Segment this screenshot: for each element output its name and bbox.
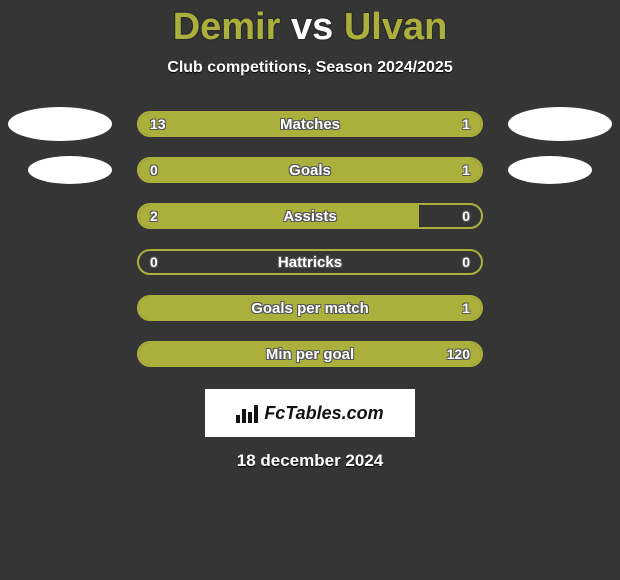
player-left-avatar (28, 156, 112, 184)
stat-row: Hattricks0 0 (0, 239, 620, 285)
stat-bar: Goals (137, 157, 483, 183)
stat-value-right: 1 (462, 162, 470, 178)
bar-chart-icon (236, 403, 258, 423)
stat-value-left: 13 (150, 116, 166, 132)
stat-label: Min per goal (139, 343, 481, 365)
stat-bar: Hattricks (137, 249, 483, 275)
vs-separator: vs (291, 6, 333, 48)
stat-value-right: 0 (462, 254, 470, 270)
source-logo: FcTables.com (205, 389, 415, 437)
stat-row: Assists2 0 (0, 193, 620, 239)
logo-text: FcTables.com (264, 403, 383, 424)
player-right-avatar (508, 156, 592, 184)
player-right-avatar (508, 107, 612, 141)
player-left-avatar (8, 107, 112, 141)
stat-rows: Matches131Goals01Assists20Hattricks00Goa… (0, 101, 620, 377)
stat-bar: Goals per match (137, 295, 483, 321)
stat-value-right: 1 (462, 300, 470, 316)
snapshot-date: 18 december 2024 (0, 451, 620, 471)
stat-bar: Matches (137, 111, 483, 137)
player-right-name: Ulvan (344, 6, 447, 48)
stat-value-right: 120 (447, 346, 470, 362)
stat-value-left: 0 (150, 254, 158, 270)
stat-value-right: 1 (462, 116, 470, 132)
stat-row: Goals0 1 (0, 147, 620, 193)
stat-label: Hattricks (139, 251, 481, 273)
stat-row: Min per goal120 (0, 331, 620, 377)
stat-row: Goals per match1 (0, 285, 620, 331)
stat-label: Goals (139, 159, 481, 181)
stat-row: Matches13 1 (0, 101, 620, 147)
stat-label: Assists (139, 205, 481, 227)
stat-label: Goals per match (139, 297, 481, 319)
stat-value-right: 0 (462, 208, 470, 224)
stat-value-left: 2 (150, 208, 158, 224)
stat-bar: Assists (137, 203, 483, 229)
stat-value-left: 0 (150, 162, 158, 178)
season-subtitle: Club competitions, Season 2024/2025 (0, 59, 620, 77)
stat-bar: Min per goal (137, 341, 483, 367)
comparison-title: Demir vs Ulvan (0, 0, 620, 49)
player-left-name: Demir (173, 6, 281, 48)
stat-label: Matches (139, 113, 481, 135)
